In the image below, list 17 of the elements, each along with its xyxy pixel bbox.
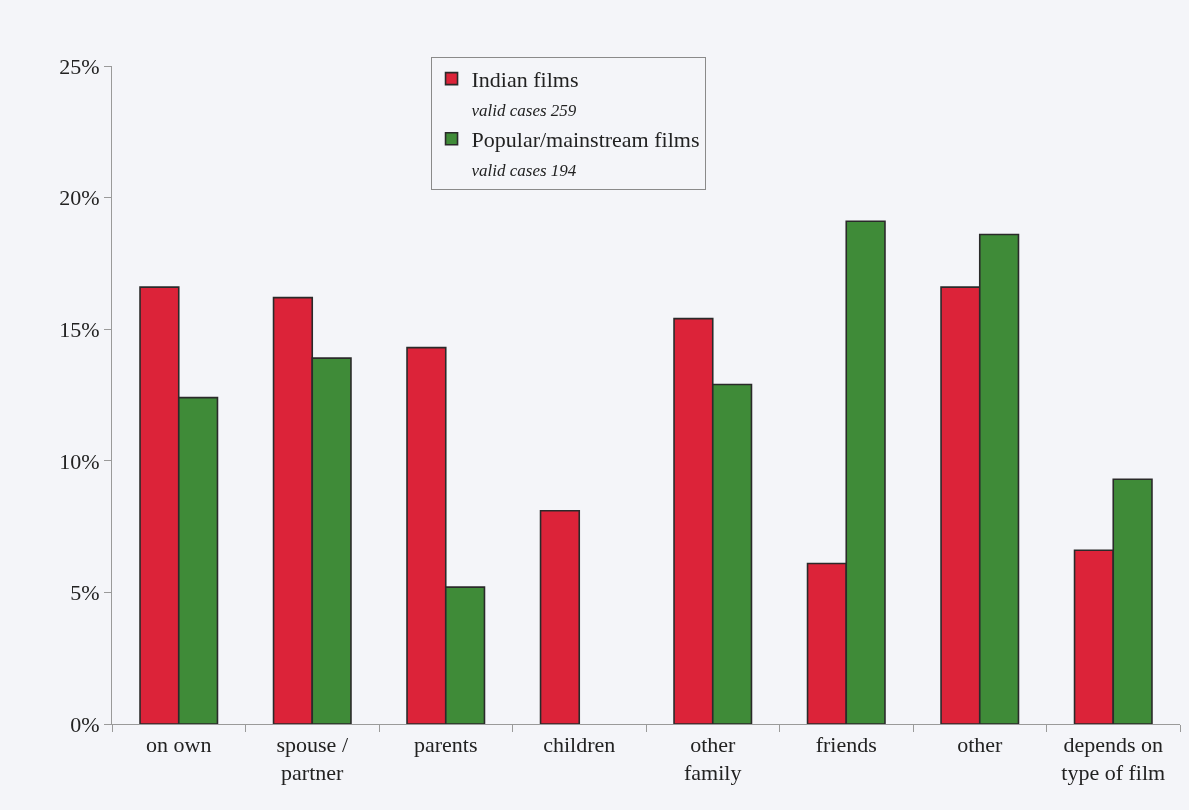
x-tick-label: children bbox=[543, 731, 616, 757]
y-tick-label: 5% bbox=[70, 580, 100, 606]
x-tick-label: parents bbox=[413, 731, 478, 757]
legend-label: Popular/mainstream films valid cases 194 bbox=[471, 127, 700, 180]
y-tick-label: 10% bbox=[59, 448, 100, 474]
bar bbox=[539, 510, 581, 724]
y-tick-label: 25% bbox=[59, 53, 100, 79]
x-tick-label: other family bbox=[684, 731, 742, 786]
x-tick-label: spouse / partner bbox=[276, 731, 349, 786]
x-tick-label: friends bbox=[815, 731, 877, 757]
x-tick-label: other bbox=[957, 731, 1004, 757]
legend-label: Indian films valid cases 259 bbox=[471, 67, 579, 120]
y-tick-label: 15% bbox=[59, 316, 100, 342]
x-tick-label: on own bbox=[146, 731, 212, 757]
x-tick-label: depends on type of film bbox=[1061, 731, 1166, 786]
y-tick-label: 20% bbox=[59, 185, 100, 211]
y-tick-label: 0% bbox=[70, 711, 100, 737]
